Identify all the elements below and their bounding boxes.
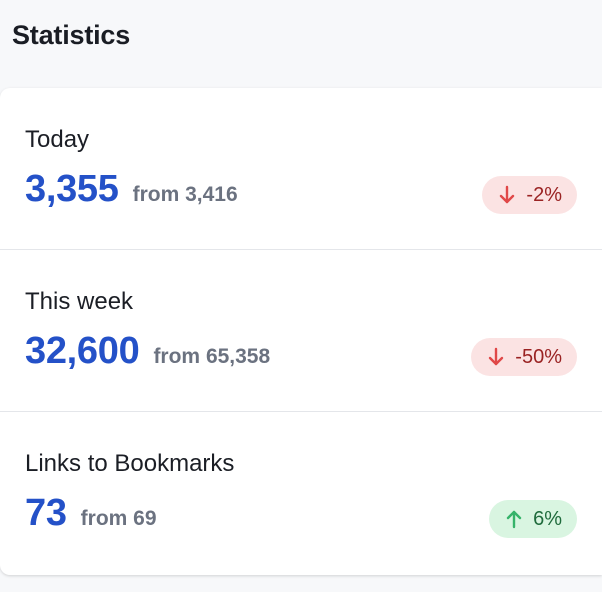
stat-label: This week — [25, 288, 134, 315]
statistics-card: Today 3,355 from 3,416 -2% This week 32,… — [0, 88, 602, 575]
stat-previous-value: from 65,358 — [153, 345, 271, 368]
change-badge: -50% — [471, 338, 577, 376]
stat-value: 3,355 — [25, 168, 119, 210]
stat-previous-value: from 3,416 — [132, 183, 238, 206]
statistics-heading: Statistics — [12, 20, 131, 50]
change-percent: -50% — [515, 345, 562, 368]
arrow-up-icon — [505, 508, 523, 530]
stat-row-this-week: This week 32,600 from 65,358 -50% — [0, 250, 602, 412]
stat-value: 73 — [25, 492, 67, 534]
stat-label: Links to Bookmarks — [25, 450, 235, 477]
stat-row-links-to-bookmarks: Links to Bookmarks 73 from 69 6% — [0, 412, 602, 574]
stat-values: 73 from 69 — [25, 492, 157, 535]
stat-previous-value: from 69 — [80, 507, 157, 530]
stat-row-today: Today 3,355 from 3,416 -2% — [0, 88, 602, 250]
stat-values: 32,600 from 65,358 — [25, 330, 270, 373]
arrow-down-icon — [487, 346, 505, 368]
stat-value: 32,600 — [25, 330, 140, 372]
change-badge: 6% — [489, 500, 577, 538]
stat-values: 3,355 from 3,416 — [25, 168, 238, 211]
change-percent: 6% — [533, 507, 562, 530]
stat-label: Today — [25, 126, 90, 153]
change-badge: -2% — [482, 176, 577, 214]
change-percent: -2% — [526, 183, 562, 206]
arrow-down-icon — [498, 184, 516, 206]
